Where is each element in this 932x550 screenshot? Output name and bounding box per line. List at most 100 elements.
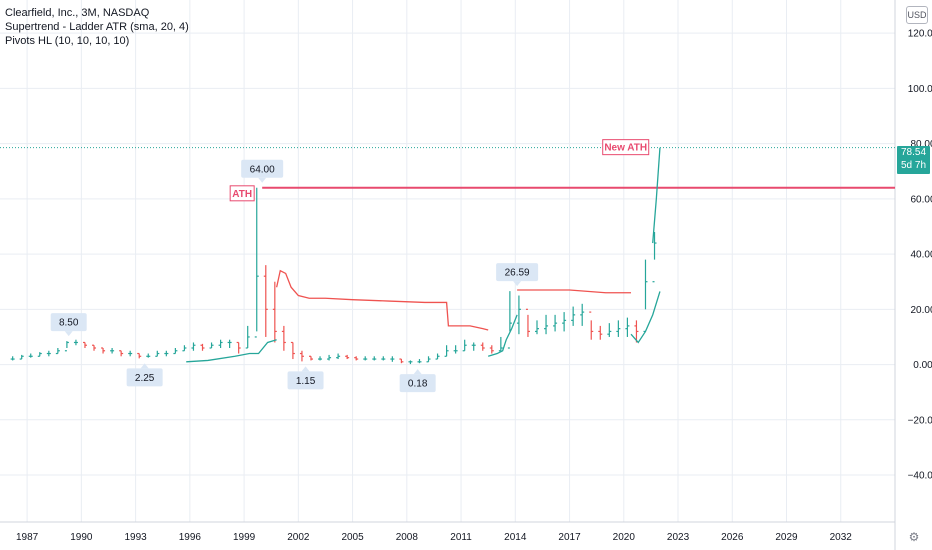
pivot-label-tip — [140, 363, 149, 369]
pivot-label-text: 8.50 — [59, 318, 79, 329]
x-tick-label: 2002 — [287, 532, 310, 543]
price-bar — [137, 352, 142, 359]
price-bar — [562, 312, 567, 332]
y-tick-label: 40.00 — [910, 250, 932, 261]
pivot-label: 2.25 — [126, 363, 163, 387]
pivot-label-text: 64.00 — [250, 164, 275, 175]
price-bar — [607, 323, 612, 337]
price-bar — [462, 339, 467, 352]
price-bar — [544, 314, 549, 335]
pivot-label: 26.59 — [496, 263, 539, 287]
x-tick-label: 2029 — [775, 532, 798, 543]
new-ath-label-text: New ATH — [604, 143, 647, 154]
price-bar — [435, 353, 440, 360]
indicator-supertrend-label[interactable]: Supertrend - Ladder ATR (sma, 20, 4) — [5, 21, 189, 33]
price-bar — [236, 341, 241, 354]
price-bar — [444, 345, 449, 357]
price-bar — [589, 311, 594, 340]
price-bar — [254, 187, 259, 338]
x-tick-label: 2026 — [721, 532, 744, 543]
price-bar — [119, 350, 124, 357]
price-bar — [263, 265, 268, 337]
pivot-label-box — [287, 371, 324, 390]
price-bar — [272, 281, 277, 343]
ath-label: ATH — [229, 185, 255, 202]
price-bar — [580, 303, 585, 326]
price-bar — [227, 339, 232, 348]
grid — [0, 0, 895, 522]
ath-label-text: ATH — [232, 189, 252, 200]
price-bar — [245, 325, 250, 349]
supertrend-segment — [487, 314, 518, 357]
price-bar — [363, 356, 368, 361]
price-bar — [616, 320, 621, 337]
price-bar — [19, 354, 24, 360]
pivot-label: 64.00 — [241, 159, 284, 183]
y-tick-label: 0.00 — [913, 360, 932, 371]
price-bar — [480, 342, 485, 351]
chart-legend: Clearfield, Inc., 3M, NASDAQ Supertrend … — [5, 6, 189, 48]
indicator-pivots-label[interactable]: Pivots HL (10, 10, 10, 10) — [5, 35, 130, 47]
pivot-label-box — [241, 159, 284, 178]
price-bar — [92, 344, 97, 351]
pivot-label: 0.18 — [399, 369, 436, 393]
bar-countdown: 5d 7h — [900, 160, 927, 171]
price-bar — [417, 359, 422, 364]
price-bar — [489, 345, 494, 354]
x-tick-label: 2020 — [613, 532, 636, 543]
price-bar — [327, 354, 332, 361]
price-bar — [498, 336, 503, 352]
price-bar — [55, 348, 60, 355]
price-bar — [191, 342, 196, 351]
ath-label-box — [229, 185, 255, 202]
x-tick-label: 2011 — [450, 532, 472, 543]
price-bar — [128, 350, 133, 357]
x-tick-label: 1993 — [124, 532, 147, 543]
price-bar — [155, 350, 160, 357]
price-bar — [643, 259, 648, 333]
price-bar — [37, 352, 42, 357]
x-tick-label: 2008 — [396, 532, 419, 543]
price-bar — [471, 342, 476, 351]
pivot-label-text: 2.25 — [135, 373, 155, 384]
price-bar — [553, 314, 558, 332]
price-bar — [28, 353, 33, 358]
pivot-label-tip — [301, 366, 310, 372]
x-tick-label: 1999 — [233, 532, 256, 543]
pivot-label-tip — [258, 177, 267, 183]
symbol-title: Clearfield, Inc., 3M, NASDAQ — [5, 7, 150, 19]
series-layer — [0, 147, 895, 365]
y-tick-label: 80.00 — [910, 139, 932, 150]
price-bar — [381, 356, 386, 361]
price-bar — [598, 325, 603, 340]
supertrend-segment — [276, 269, 489, 331]
pivot-label-box — [496, 263, 539, 282]
price-bar — [73, 339, 78, 346]
chart-settings-icon[interactable]: ⚙ — [908, 530, 920, 544]
price-bar — [299, 350, 304, 362]
price-bar — [110, 348, 115, 354]
price-bar — [46, 350, 51, 357]
price-bar — [345, 354, 350, 360]
pivot-label-text: 26.59 — [505, 268, 530, 279]
pivot-label-text: 0.18 — [408, 379, 428, 390]
price-bar — [164, 350, 169, 357]
price-bar — [453, 345, 458, 354]
price-bar — [218, 339, 223, 348]
price-bar — [390, 356, 395, 362]
annotations-layer: 8.50 2.25 64.00 1.15 0.18 26.59 ATH New ATH — [50, 139, 650, 393]
x-tick-label: 1996 — [179, 532, 202, 543]
price-bar — [209, 342, 214, 349]
price-bar — [652, 232, 657, 283]
price-bar — [82, 341, 87, 348]
y-tick-label: 100.00 — [908, 84, 932, 95]
price-bar — [308, 355, 313, 361]
price-bar — [354, 356, 359, 361]
price-bar — [408, 360, 413, 365]
x-tick-label: 2005 — [341, 532, 364, 543]
pivot-label-tip — [513, 281, 522, 287]
price-bar — [173, 348, 178, 355]
currency-button[interactable]: USD — [906, 6, 928, 24]
price-bar — [146, 353, 151, 358]
